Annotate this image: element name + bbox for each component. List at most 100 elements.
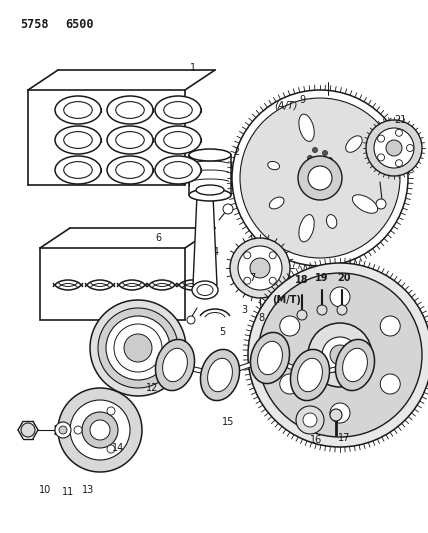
Circle shape [258, 273, 422, 437]
Text: (M/T): (M/T) [272, 295, 301, 305]
Circle shape [223, 204, 233, 214]
Text: 17: 17 [338, 433, 350, 443]
Circle shape [124, 334, 152, 362]
Ellipse shape [116, 161, 144, 179]
Circle shape [330, 345, 350, 365]
Ellipse shape [346, 136, 362, 152]
Circle shape [386, 140, 402, 156]
Text: 3: 3 [241, 305, 247, 315]
Circle shape [74, 426, 82, 434]
Circle shape [312, 148, 318, 152]
Circle shape [309, 164, 315, 168]
Circle shape [106, 316, 170, 380]
Circle shape [58, 388, 142, 472]
Circle shape [280, 374, 300, 394]
Circle shape [317, 305, 327, 315]
Ellipse shape [163, 348, 187, 382]
Circle shape [230, 238, 290, 298]
Circle shape [244, 252, 251, 259]
Ellipse shape [107, 156, 153, 184]
Ellipse shape [192, 281, 218, 299]
Ellipse shape [164, 161, 192, 179]
Text: 10: 10 [39, 485, 51, 495]
Circle shape [326, 164, 330, 168]
Circle shape [244, 277, 251, 284]
Ellipse shape [291, 350, 330, 401]
Text: 19: 19 [315, 273, 329, 283]
Text: 5: 5 [219, 327, 225, 337]
Circle shape [323, 150, 327, 156]
Circle shape [377, 135, 384, 142]
Ellipse shape [55, 96, 101, 124]
Polygon shape [193, 195, 217, 285]
Text: 1: 1 [190, 63, 196, 73]
Text: 6: 6 [155, 233, 161, 243]
Text: 2: 2 [233, 147, 239, 157]
Ellipse shape [196, 185, 224, 195]
Circle shape [374, 128, 414, 168]
Circle shape [280, 316, 300, 336]
Ellipse shape [55, 126, 101, 154]
Circle shape [308, 323, 372, 387]
Ellipse shape [64, 132, 92, 148]
Circle shape [269, 277, 276, 284]
Ellipse shape [116, 102, 144, 118]
Circle shape [107, 407, 115, 415]
Circle shape [330, 403, 350, 423]
Ellipse shape [155, 340, 195, 391]
Circle shape [70, 400, 130, 460]
Circle shape [322, 337, 358, 373]
Ellipse shape [189, 149, 231, 161]
Circle shape [395, 160, 402, 167]
Ellipse shape [116, 132, 144, 148]
Circle shape [296, 406, 324, 434]
Ellipse shape [336, 340, 374, 391]
Circle shape [187, 316, 195, 324]
Circle shape [248, 263, 428, 447]
Ellipse shape [297, 358, 322, 392]
Ellipse shape [107, 96, 153, 124]
Text: 7: 7 [249, 273, 255, 283]
Circle shape [238, 246, 282, 290]
Ellipse shape [64, 161, 92, 179]
Circle shape [82, 412, 118, 448]
Circle shape [330, 409, 342, 421]
Text: 18: 18 [295, 275, 309, 285]
Text: 16: 16 [310, 435, 322, 445]
Text: 6500: 6500 [65, 18, 93, 31]
Text: 8: 8 [258, 313, 264, 323]
Circle shape [380, 316, 400, 336]
Ellipse shape [268, 161, 279, 169]
Ellipse shape [164, 102, 192, 118]
Text: 21: 21 [394, 115, 406, 125]
Ellipse shape [352, 195, 377, 213]
Ellipse shape [155, 156, 201, 184]
Circle shape [240, 98, 400, 258]
Circle shape [90, 300, 186, 396]
Text: 12: 12 [146, 383, 158, 393]
Ellipse shape [107, 126, 153, 154]
Ellipse shape [250, 333, 290, 384]
Circle shape [297, 310, 307, 320]
Text: 9: 9 [299, 95, 305, 105]
Circle shape [232, 90, 408, 266]
Circle shape [407, 144, 413, 151]
Ellipse shape [269, 197, 284, 209]
Ellipse shape [299, 215, 314, 242]
Circle shape [98, 308, 178, 388]
Ellipse shape [164, 132, 192, 148]
Ellipse shape [155, 126, 201, 154]
Ellipse shape [155, 96, 201, 124]
Circle shape [59, 426, 67, 434]
Circle shape [269, 252, 276, 259]
Ellipse shape [197, 285, 213, 295]
Ellipse shape [189, 189, 231, 201]
Circle shape [377, 154, 384, 161]
Circle shape [337, 305, 347, 315]
Ellipse shape [327, 215, 337, 228]
Circle shape [250, 258, 270, 278]
Circle shape [327, 157, 333, 163]
Text: 5758: 5758 [20, 18, 48, 31]
Circle shape [55, 422, 71, 438]
Text: 11: 11 [62, 487, 74, 497]
